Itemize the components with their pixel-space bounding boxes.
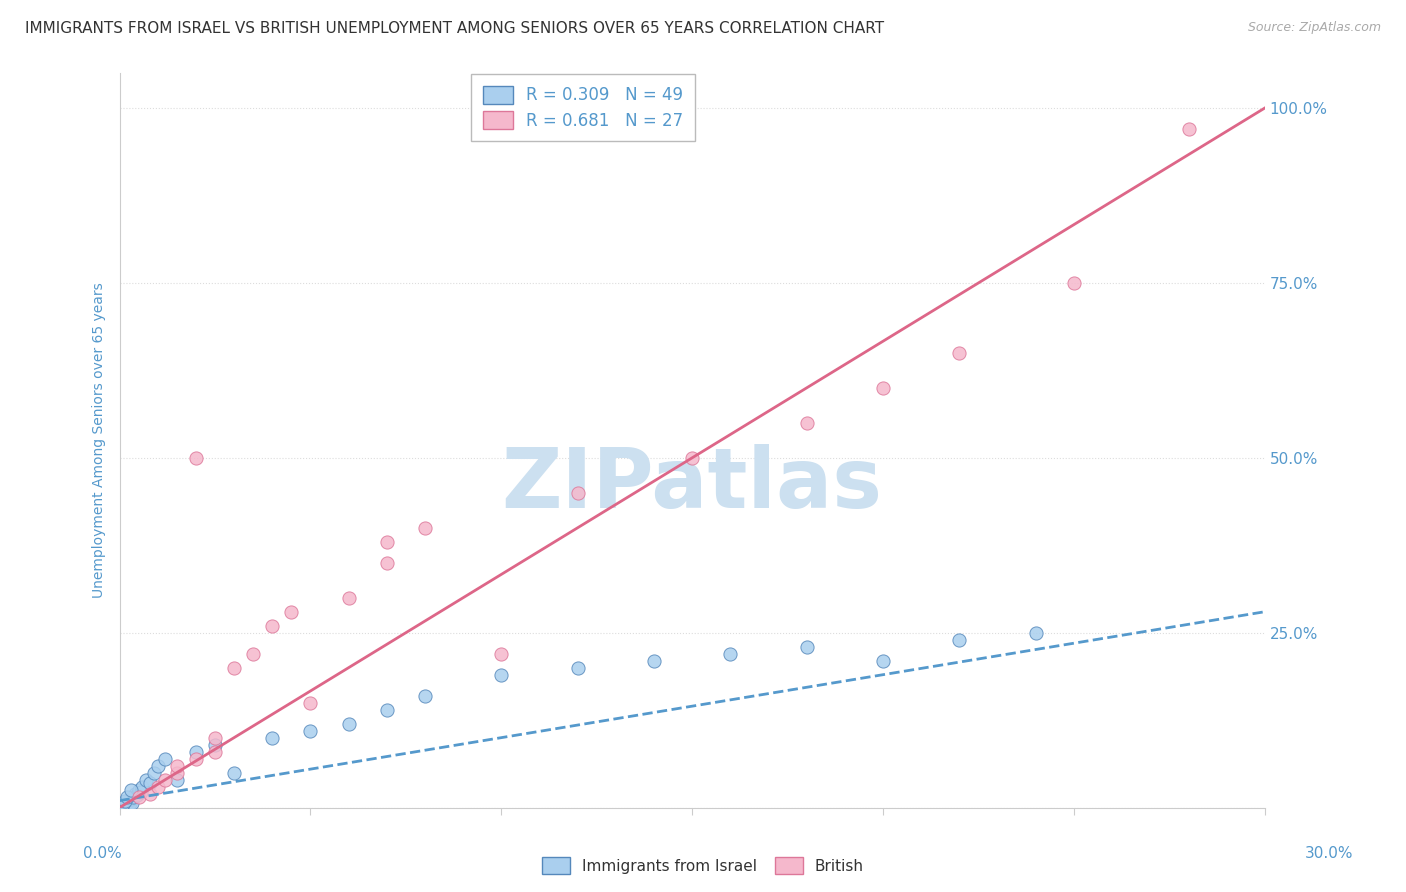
Point bbox=[135, 772, 157, 787]
Point bbox=[114, 797, 136, 812]
Point bbox=[115, 790, 138, 805]
Point bbox=[948, 632, 970, 647]
Point bbox=[131, 780, 153, 794]
Point bbox=[166, 758, 188, 772]
Point bbox=[796, 640, 818, 654]
Point bbox=[166, 765, 188, 780]
Point bbox=[872, 654, 894, 668]
Point bbox=[280, 605, 302, 619]
Point bbox=[204, 731, 226, 745]
Point bbox=[1177, 122, 1199, 136]
Point bbox=[718, 647, 741, 661]
Text: 30.0%: 30.0% bbox=[1305, 846, 1353, 861]
Point bbox=[129, 785, 152, 799]
Point bbox=[262, 731, 284, 745]
Point bbox=[115, 796, 138, 810]
Point bbox=[139, 787, 162, 801]
Point bbox=[114, 797, 136, 811]
Point bbox=[166, 772, 188, 787]
Point bbox=[204, 738, 226, 752]
Point bbox=[222, 765, 245, 780]
Point bbox=[184, 751, 207, 765]
Point bbox=[375, 534, 398, 549]
Point bbox=[643, 654, 665, 668]
Point bbox=[796, 416, 818, 430]
Point bbox=[115, 798, 138, 813]
Point bbox=[110, 799, 132, 814]
Point bbox=[155, 751, 177, 765]
Legend: R = 0.309   N = 49, R = 0.681   N = 27: R = 0.309 N = 49, R = 0.681 N = 27 bbox=[471, 74, 695, 141]
Point bbox=[413, 689, 436, 703]
Point bbox=[567, 485, 589, 500]
Point bbox=[117, 797, 139, 811]
Point bbox=[120, 796, 142, 810]
Point bbox=[155, 772, 177, 787]
Point bbox=[146, 758, 169, 772]
Point bbox=[146, 780, 169, 794]
Point bbox=[118, 794, 141, 808]
Point bbox=[112, 797, 135, 812]
Text: Source: ZipAtlas.com: Source: ZipAtlas.com bbox=[1247, 21, 1381, 34]
Point bbox=[121, 797, 143, 811]
Point bbox=[120, 792, 142, 806]
Point bbox=[114, 799, 136, 814]
Point bbox=[1025, 625, 1047, 640]
Point bbox=[115, 795, 138, 809]
Point bbox=[872, 381, 894, 395]
Point bbox=[114, 794, 136, 808]
Point bbox=[184, 745, 207, 759]
Point bbox=[299, 696, 322, 710]
Point bbox=[112, 798, 135, 813]
Point bbox=[262, 618, 284, 632]
Text: IMMIGRANTS FROM ISRAEL VS BRITISH UNEMPLOYMENT AMONG SENIORS OVER 65 YEARS CORRE: IMMIGRANTS FROM ISRAEL VS BRITISH UNEMPL… bbox=[25, 21, 884, 36]
Point bbox=[112, 797, 135, 811]
Point bbox=[413, 521, 436, 535]
Point bbox=[124, 787, 146, 801]
Point bbox=[242, 647, 264, 661]
Point bbox=[111, 798, 134, 813]
Point bbox=[111, 800, 134, 814]
Point bbox=[681, 450, 703, 465]
Point bbox=[491, 667, 513, 681]
Point bbox=[567, 661, 589, 675]
Point bbox=[491, 647, 513, 661]
Point bbox=[184, 450, 207, 465]
Point bbox=[375, 556, 398, 570]
Point bbox=[142, 765, 165, 780]
Point bbox=[125, 788, 148, 802]
Point bbox=[222, 661, 245, 675]
Text: ZIPatlas: ZIPatlas bbox=[502, 444, 883, 524]
Point bbox=[204, 745, 226, 759]
Point bbox=[375, 703, 398, 717]
Point bbox=[122, 790, 145, 805]
Y-axis label: Unemployment Among Seniors over 65 years: Unemployment Among Seniors over 65 years bbox=[93, 283, 107, 599]
Point bbox=[128, 790, 150, 805]
Point bbox=[299, 723, 322, 738]
Point bbox=[128, 783, 150, 797]
Text: 0.0%: 0.0% bbox=[83, 846, 122, 861]
Point bbox=[1063, 276, 1085, 290]
Point bbox=[948, 346, 970, 360]
Point bbox=[114, 797, 136, 811]
Point bbox=[337, 716, 360, 731]
Legend: Immigrants from Israel, British: Immigrants from Israel, British bbox=[536, 851, 870, 880]
Point bbox=[139, 776, 162, 790]
Point bbox=[120, 783, 142, 797]
Point bbox=[337, 591, 360, 605]
